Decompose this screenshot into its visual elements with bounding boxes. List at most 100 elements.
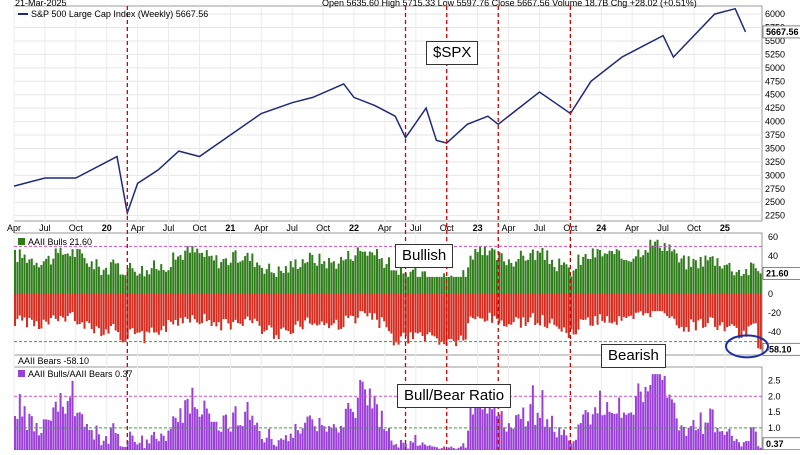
bear-bar	[740, 294, 743, 338]
ratio-bar	[711, 409, 714, 450]
ratio-bar	[215, 421, 218, 450]
bull-bar	[435, 276, 438, 294]
bear-bar	[246, 294, 249, 317]
bear-bar	[414, 294, 417, 333]
ratio-bar	[723, 434, 726, 450]
bull-bar	[548, 263, 551, 294]
bull-bar	[318, 253, 321, 294]
bear-bar	[344, 294, 347, 316]
bull-bar	[352, 260, 355, 294]
ratio-bar	[356, 397, 359, 450]
bull-bar	[491, 248, 494, 294]
bull-bar	[335, 268, 338, 294]
ratio-bar	[191, 387, 194, 450]
bull-bar	[663, 243, 666, 294]
bear-bar	[287, 294, 290, 332]
bull-bar	[579, 264, 582, 294]
ratio-bar	[438, 448, 441, 450]
ratio-bar	[344, 408, 347, 450]
bull-bar	[675, 253, 678, 294]
ratio-callout: Bull/Bear Ratio	[397, 384, 512, 408]
bear-bar	[21, 294, 24, 321]
bull-bar	[539, 252, 542, 294]
ratio-bar	[630, 412, 633, 450]
bear-bar	[40, 294, 43, 329]
bear-bar	[395, 294, 398, 343]
bear-bar	[35, 294, 38, 322]
bear-bar	[704, 294, 707, 327]
ratio-bar	[505, 431, 508, 450]
bear-bar	[591, 294, 594, 326]
x-tick-label: 21	[225, 223, 235, 233]
bear-bar	[90, 294, 93, 330]
ratio-bar	[81, 414, 84, 450]
bull-bar	[656, 239, 659, 294]
ratio-bar	[642, 402, 645, 450]
ratio-bar	[88, 429, 91, 450]
ratio-bar	[745, 441, 748, 450]
bear-bar	[373, 294, 376, 314]
bull-bar	[565, 264, 568, 294]
bull-bar	[649, 239, 652, 294]
bear-bar	[129, 294, 132, 330]
ratio-bar	[486, 413, 489, 450]
bear-bar	[435, 294, 438, 339]
bear-bar	[390, 294, 393, 334]
bull-bar	[467, 267, 470, 294]
bull-bar	[488, 250, 491, 294]
bull-bar	[73, 256, 76, 294]
ratio-bar	[16, 418, 19, 450]
bull-bar	[184, 250, 187, 294]
ratio-bar	[28, 413, 31, 450]
bull-bar	[328, 257, 331, 294]
ratio-bar	[131, 435, 134, 450]
bull-bar	[534, 260, 537, 294]
bull-bar	[165, 271, 168, 294]
ratio-bar	[97, 434, 100, 450]
ratio-bar	[172, 416, 175, 450]
ratio-bar	[682, 426, 685, 450]
bull-bar	[260, 268, 263, 294]
bear-bar	[447, 294, 450, 340]
bull-bar	[155, 268, 158, 294]
bull-bar	[150, 268, 153, 294]
ratio-bar	[287, 441, 290, 450]
bear-bar	[323, 294, 326, 326]
bear-bar	[191, 294, 194, 316]
ratio-bar	[519, 418, 522, 450]
ratio-bar	[634, 396, 637, 450]
bull-bar	[572, 270, 575, 294]
bear-bar	[438, 294, 441, 345]
bear-bar	[656, 294, 659, 312]
ratio-bar	[371, 408, 374, 450]
bull-bar	[220, 262, 223, 294]
bull-bar	[342, 260, 345, 294]
ratio-bar	[740, 446, 743, 450]
bull-bar	[615, 249, 618, 294]
bull-bar	[742, 273, 745, 294]
bull-bar	[244, 255, 247, 294]
ratio-bar	[742, 442, 745, 450]
ratio-bar	[491, 409, 494, 450]
bear-bar	[196, 294, 199, 323]
spx-callout: $SPX	[426, 41, 479, 65]
bull-bar	[694, 260, 697, 294]
bull-bar	[124, 275, 127, 294]
bull-bar	[215, 255, 218, 294]
ratio-bar	[555, 437, 558, 450]
bear-bar	[699, 294, 702, 319]
ratio-bar	[407, 448, 410, 450]
bear-bar	[114, 294, 117, 331]
bear-bar	[627, 294, 630, 317]
bull-bar	[651, 245, 654, 294]
bull-bar	[42, 261, 45, 294]
ratio-bar	[488, 386, 491, 450]
bull-bar	[553, 266, 556, 294]
ratio-bar	[613, 413, 616, 450]
bear-bar	[332, 294, 335, 324]
bull-bar	[143, 276, 146, 294]
ratio-bar	[248, 419, 251, 450]
bear-bar	[754, 294, 757, 324]
bull-bar	[217, 268, 220, 294]
bear-bar	[59, 294, 62, 316]
